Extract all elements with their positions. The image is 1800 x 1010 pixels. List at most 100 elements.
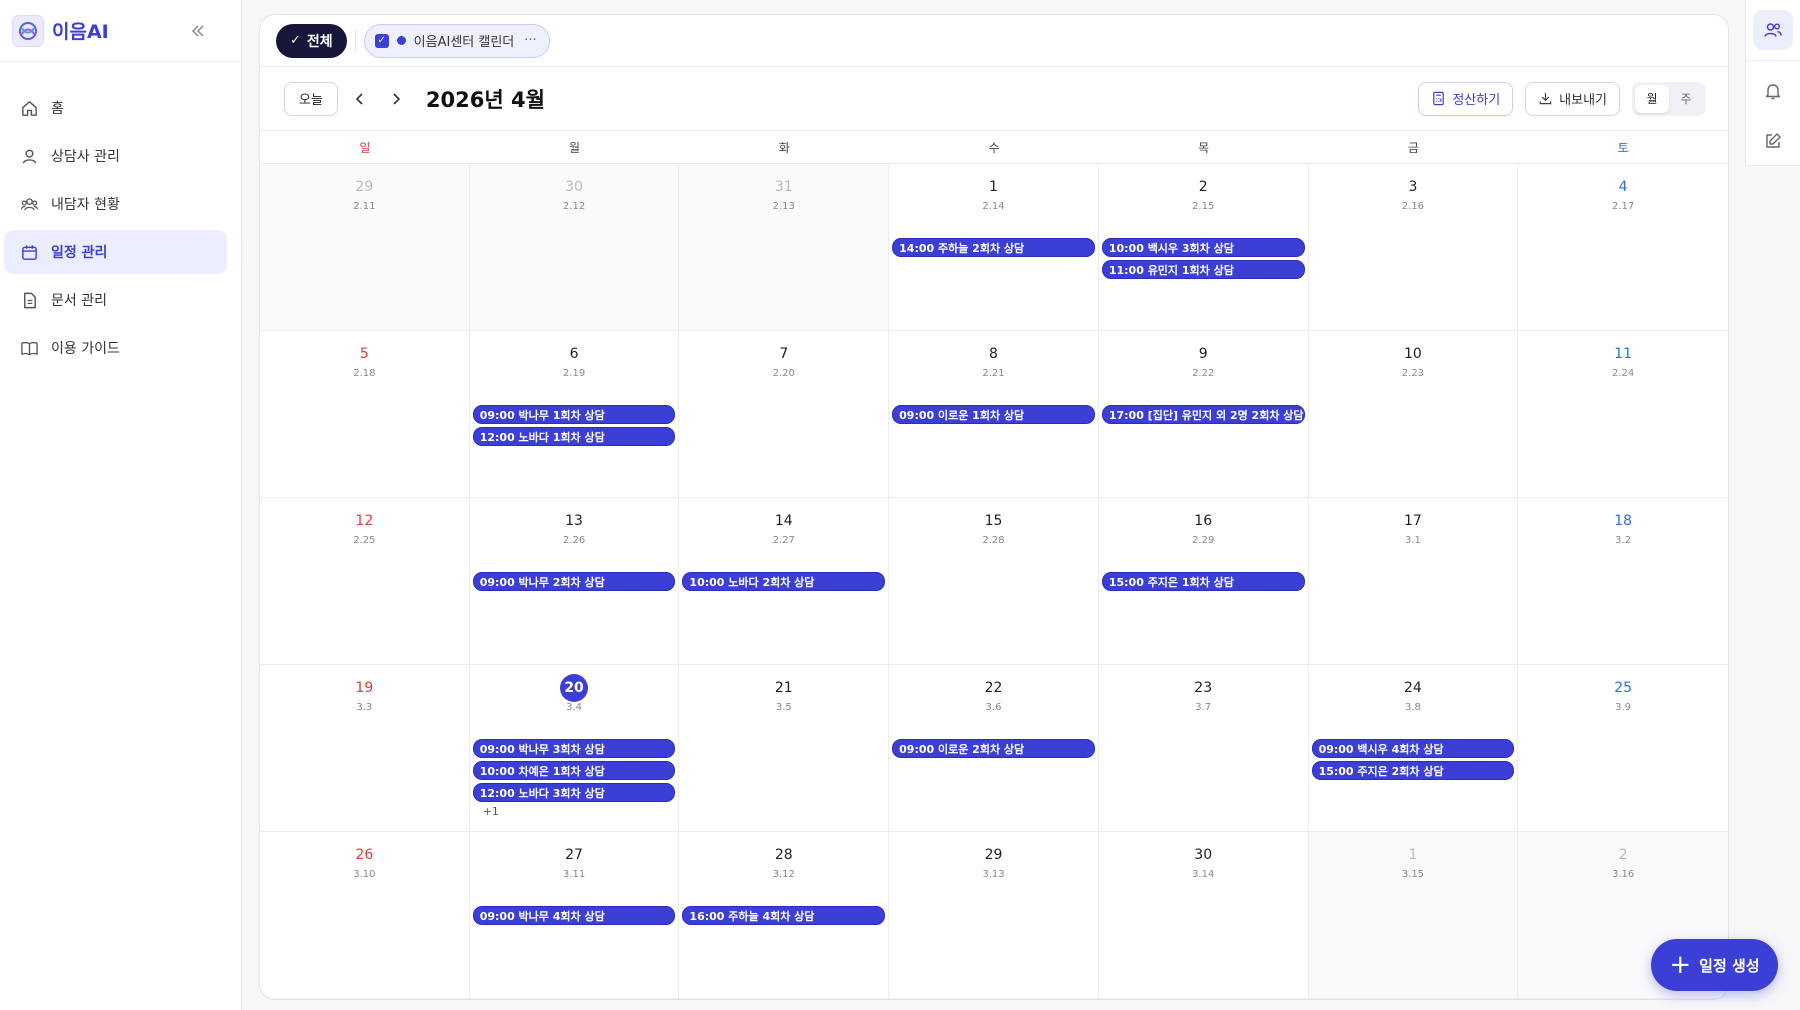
event-chip[interactable]: 09:00 박나무 2회차 상담 (472, 572, 676, 591)
checkbox-checked-icon[interactable]: ✓ (374, 33, 389, 48)
sidebar-item-clients[interactable]: 내담자 현황 (4, 182, 227, 226)
day-cell[interactable]: 26 3.10 (260, 832, 470, 999)
date-number[interactable]: 17 (1404, 513, 1422, 529)
day-cell[interactable]: 2 2.15 10:00 백시우 3회차 상담 11:00 유민지 1회차 상담 (1098, 164, 1309, 331)
date-number[interactable]: 25 (1614, 680, 1633, 696)
day-cell[interactable]: 23 3.7 (1098, 665, 1309, 832)
date-number[interactable]: 23 (1194, 680, 1213, 696)
event-chip[interactable]: 16:00 주하늘 4회차 상담 (682, 906, 886, 925)
date-number[interactable]: 9 (1198, 346, 1208, 362)
event-chip[interactable]: 10:00 노바다 2회차 상담 (682, 572, 886, 591)
day-cell[interactable]: 24 3.8 09:00 백시우 4회차 상담 15:00 주지은 2회차 상담 (1308, 665, 1519, 832)
filter-all-chip[interactable]: ✓ 전체 (276, 23, 347, 58)
date-number[interactable]: 22 (984, 680, 1003, 696)
view-week-button[interactable]: 주 (1680, 92, 1692, 106)
day-cell[interactable]: 30 2.12 (469, 164, 680, 331)
date-number[interactable]: 1 (1408, 847, 1418, 863)
sidebar-item-schedule[interactable]: 일정 관리 (4, 230, 227, 274)
day-cell[interactable]: 1 3.15 (1308, 832, 1519, 999)
day-cell[interactable]: 29 2.11 (260, 164, 470, 331)
date-number[interactable]: 7 (779, 346, 789, 362)
date-number[interactable]: 14 (774, 513, 793, 529)
day-cell[interactable]: 30 3.14 (1098, 832, 1309, 999)
day-cell[interactable]: 5 2.18 (260, 331, 470, 498)
day-cell[interactable]: 9 2.22 17:00 [집단] 유민지 외 2명 2회차 상담 (1098, 331, 1309, 498)
event-chip[interactable]: 12:00 노바다 1회차 상담 (472, 427, 676, 446)
date-number[interactable]: 30 (1194, 847, 1213, 863)
sidebar-item-home[interactable]: 홈 (4, 86, 227, 130)
day-cell[interactable]: 6 2.19 09:00 박나무 1회차 상담 12:00 노바다 1회차 상담 (469, 331, 680, 498)
event-chip[interactable]: 09:00 박나무 3회차 상담 (472, 739, 676, 758)
date-number[interactable]: 2 (1198, 179, 1208, 195)
date-number[interactable]: 13 (565, 513, 583, 529)
sidebar-item-guide[interactable]: 이용 가이드 (4, 326, 227, 370)
date-number[interactable]: 29 (984, 847, 1003, 863)
date-number[interactable]: 15 (984, 513, 1003, 529)
notifications-button[interactable] (1753, 71, 1793, 111)
day-cell[interactable]: 28 3.12 16:00 주하늘 4회차 상담 (679, 832, 890, 999)
event-chip[interactable]: 09:00 이로운 1회차 상담 (892, 405, 1095, 424)
event-chip[interactable]: 09:00 박나무 4회차 상담 (472, 906, 676, 925)
date-number[interactable]: 5 (359, 346, 369, 362)
date-number[interactable]: 12 (355, 513, 374, 529)
day-cell[interactable]: 11 2.24 (1518, 331, 1728, 498)
sidebar-item-counselors[interactable]: 상담사 관리 (4, 134, 227, 178)
date-number[interactable]: 4 (1618, 179, 1628, 195)
day-cell[interactable]: 10 2.23 (1308, 331, 1519, 498)
day-cell[interactable]: 12 2.25 (260, 498, 470, 665)
prev-month-button[interactable] (346, 85, 374, 113)
create-schedule-button[interactable]: + 일정 생성 (1651, 939, 1778, 991)
event-chip[interactable]: 15:00 주지은 2회차 상담 (1311, 761, 1515, 780)
event-chip[interactable]: 17:00 [집단] 유민지 외 2명 2회차 상담 (1101, 405, 1305, 424)
date-number[interactable]: 29 (355, 179, 374, 195)
brand-name[interactable]: 이음AI (52, 21, 109, 43)
event-chip[interactable]: 09:00 이로운 2회차 상담 (892, 739, 1095, 758)
day-cell[interactable]: 22 3.6 09:00 이로운 2회차 상담 (889, 665, 1099, 832)
event-chip[interactable]: 12:00 노바다 3회차 상담 (472, 783, 676, 802)
more-options-icon[interactable]: ··· (524, 33, 537, 48)
day-cell[interactable]: 31 2.13 (679, 164, 890, 331)
today-date-number[interactable]: 20 (560, 674, 589, 702)
memo-button[interactable] (1753, 121, 1793, 161)
date-number[interactable]: 8 (989, 346, 998, 362)
day-cell[interactable]: 4 2.17 (1518, 164, 1728, 331)
day-cell[interactable]: 8 2.21 09:00 이로운 1회차 상담 (889, 331, 1099, 498)
day-cell[interactable]: 25 3.9 (1518, 665, 1728, 832)
day-cell[interactable]: 16 2.29 15:00 주지은 1회차 상담 (1098, 498, 1309, 665)
day-cell[interactable]: 20 3.4 09:00 박나무 3회차 상담 10:00 차예은 1회차 상담 12:… (469, 665, 680, 832)
next-month-button[interactable] (382, 85, 410, 113)
day-cell[interactable]: 7 2.20 (679, 331, 890, 498)
sidebar-item-documents[interactable]: 문서 관리 (4, 278, 227, 322)
date-number[interactable]: 24 (1404, 680, 1422, 696)
date-number[interactable]: 11 (1614, 346, 1633, 362)
event-chip[interactable]: 10:00 차예은 1회차 상담 (472, 761, 676, 780)
event-chip[interactable]: 11:00 유민지 1회차 상담 (1101, 260, 1305, 279)
event-chip[interactable]: 15:00 주지은 1회차 상담 (1101, 572, 1305, 591)
day-cell[interactable]: 27 3.11 09:00 박나무 4회차 상담 (469, 832, 680, 999)
date-number[interactable]: 1 (989, 179, 998, 195)
collapse-sidebar-button[interactable] (187, 20, 209, 42)
day-cell[interactable]: 21 3.5 (679, 665, 890, 832)
date-number[interactable]: 10 (1404, 346, 1422, 362)
day-cell[interactable]: 19 3.3 (260, 665, 470, 832)
today-button[interactable]: 오늘 (284, 81, 338, 116)
event-chip[interactable]: 10:00 백시우 3회차 상담 (1101, 238, 1305, 257)
date-number[interactable]: 16 (1194, 513, 1213, 529)
settle-button[interactable]: 정산하기 (1418, 81, 1514, 116)
brand-logo-icon[interactable] (12, 14, 44, 47)
day-cell[interactable]: 18 3.2 (1518, 498, 1728, 665)
date-number[interactable]: 28 (774, 847, 793, 863)
date-number[interactable]: 19 (355, 680, 374, 696)
view-month-button[interactable]: 월 (1635, 84, 1669, 113)
date-number[interactable]: 3 (1408, 179, 1418, 195)
date-number[interactable]: 27 (565, 847, 583, 863)
date-number[interactable]: 21 (774, 680, 793, 696)
date-number[interactable]: 18 (1614, 513, 1633, 529)
people-panel-button[interactable] (1753, 10, 1793, 50)
date-number[interactable]: 31 (774, 179, 793, 195)
date-number[interactable]: 30 (565, 179, 583, 195)
date-number[interactable]: 6 (569, 346, 579, 362)
date-number[interactable]: 26 (355, 847, 374, 863)
day-cell[interactable]: 3 2.16 (1308, 164, 1519, 331)
event-chip[interactable]: 09:00 백시우 4회차 상담 (1311, 739, 1515, 758)
